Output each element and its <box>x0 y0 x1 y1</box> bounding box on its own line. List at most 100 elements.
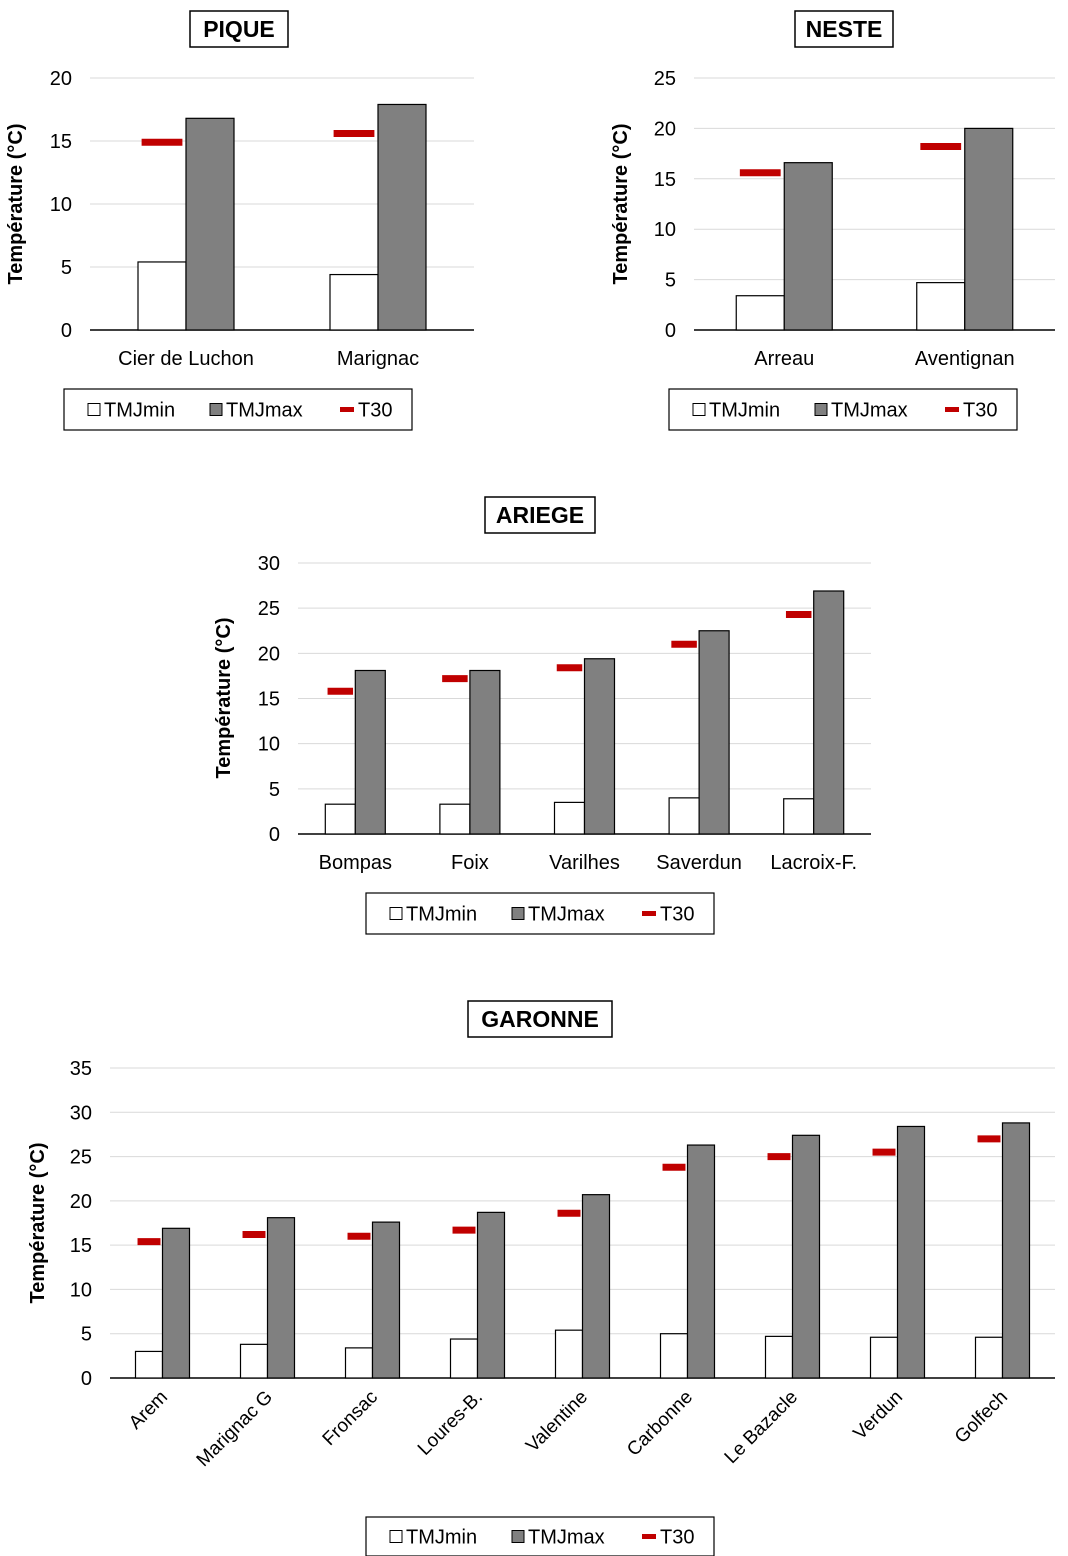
x-tick-label: Golfech <box>951 1387 1012 1448</box>
bar-tmjmin <box>659 1333 689 1379</box>
x-tick-label: Fronsac <box>319 1387 382 1450</box>
bar-tmjmin <box>735 295 785 331</box>
x-tick-label: Valentine <box>522 1387 592 1457</box>
y-tick-label: 20 <box>50 68 72 90</box>
x-tick-label: Lacroix-F. <box>770 852 857 874</box>
bar-tmjmax <box>161 1227 191 1379</box>
y-tick-label: 0 <box>665 320 676 342</box>
bar-tmjmax <box>896 1125 926 1379</box>
x-tick-label: Carbonne <box>623 1387 697 1461</box>
legend-label-tmjmin: TMJmin <box>104 400 175 422</box>
legend-label-t30: T30 <box>660 1527 694 1549</box>
y-tick-label: 35 <box>70 1058 92 1080</box>
bar-tmjmax <box>791 1134 821 1379</box>
y-tick-label: 30 <box>70 1102 92 1124</box>
y-tick-label: 20 <box>654 118 676 140</box>
x-tick-label: Marignac G <box>193 1387 277 1471</box>
x-tick-label: Arem <box>125 1387 172 1434</box>
chart-ariege: ARIEGE 0 5 10 15 20 25 30 Température (°C) Bompas… <box>213 496 871 935</box>
legend-swatch-tmjmin <box>389 907 403 920</box>
x-tick-label: Bompas <box>319 852 392 874</box>
bar-tmjmax <box>469 669 501 835</box>
bar-tmjmax <box>266 1217 296 1379</box>
bar-tmjmin <box>239 1343 269 1379</box>
legend-label-t30: T30 <box>660 904 694 926</box>
chart-title-box <box>467 1000 613 1038</box>
bar-tmjmax <box>476 1211 506 1379</box>
y-axis-label: Température (°C) <box>5 124 27 285</box>
chart-neste: NESTE 0 5 10 15 20 25 Température (°C) Arreau Ave… <box>610 10 1055 431</box>
y-tick-label: 0 <box>81 1368 92 1390</box>
legend-swatch-tmjmax <box>814 403 828 416</box>
x-tick-label: Aventignan <box>915 348 1015 370</box>
y-tick-label: 15 <box>258 689 280 711</box>
legend-swatch-tmjmin <box>87 403 101 416</box>
x-tick-label: Foix <box>451 852 489 874</box>
y-tick-label: 5 <box>61 257 72 279</box>
legend: TMJmin TMJmax T30 <box>365 1516 715 1556</box>
legend-label-tmjmax: TMJmax <box>528 1527 605 1549</box>
y-tick-label: 5 <box>81 1324 92 1346</box>
y-axis-label: Température (°C) <box>610 124 632 285</box>
legend-label-tmjmin: TMJmin <box>406 904 477 926</box>
y-tick-label: 0 <box>61 320 72 342</box>
bar-tmjmax <box>686 1144 716 1379</box>
bar-tmjmax <box>1001 1122 1031 1379</box>
bar-tmjmin <box>783 798 815 835</box>
bar-tmjmin <box>137 261 187 331</box>
y-tick-label: 25 <box>258 598 280 620</box>
x-tick-label: Le Bazacle <box>721 1387 802 1468</box>
bar-tmjmin <box>439 803 471 835</box>
legend-swatch-tmjmin <box>389 1530 403 1543</box>
x-tick-label: Arreau <box>754 348 814 370</box>
bar-tmjmin <box>449 1338 479 1379</box>
bar-tmjmax <box>377 103 427 331</box>
x-tick-label: Marignac <box>337 348 419 370</box>
bar-tmjmax <box>354 669 386 835</box>
chart-pique: PIQUE 0 5 10 15 20 Température (°C) Cier de Luc… <box>5 10 474 431</box>
legend-swatch-tmjmax <box>511 907 525 920</box>
y-tick-label: 10 <box>50 194 72 216</box>
bar-tmjmax <box>783 162 833 331</box>
chart-title: GARONNE <box>481 1006 599 1032</box>
y-tick-label: 20 <box>258 643 280 665</box>
bar-tmjmin <box>764 1335 794 1379</box>
legend-swatch-tmjmax <box>511 1530 525 1543</box>
x-tick-label: Verdun <box>850 1387 907 1444</box>
bar-tmjmax <box>964 127 1014 331</box>
legend-label-tmjmin: TMJmin <box>709 400 780 422</box>
y-tick-label: 0 <box>269 824 280 846</box>
x-tick-label: Loures-B. <box>414 1387 487 1460</box>
bar-tmjmax <box>581 1194 611 1379</box>
legend-label-tmjmax: TMJmax <box>831 400 908 422</box>
bar-tmjmin <box>324 803 356 835</box>
bar-tmjmax <box>185 117 235 331</box>
legend: TMJmin TMJmax T30 <box>668 388 1018 431</box>
bar-tmjmin <box>869 1336 899 1379</box>
y-tick-label: 5 <box>665 270 676 292</box>
bar-tmjmax <box>698 630 730 835</box>
y-tick-label: 15 <box>50 131 72 153</box>
legend-swatch-tmjmin <box>692 403 706 416</box>
y-tick-label: 25 <box>654 68 676 90</box>
y-tick-label: 15 <box>70 1235 92 1257</box>
x-tick-label: Saverdun <box>656 852 742 874</box>
y-tick-label: 5 <box>269 779 280 801</box>
chart-title: ARIEGE <box>496 502 584 528</box>
x-tick-label: Cier de Luchon <box>118 348 254 370</box>
bar-tmjmax <box>813 590 845 835</box>
y-tick-label: 10 <box>70 1279 92 1301</box>
legend-label-tmjmin: TMJmin <box>406 1527 477 1549</box>
y-tick-label: 10 <box>258 734 280 756</box>
legend: TMJmin TMJmax T30 <box>365 892 715 935</box>
y-tick-label: 10 <box>654 219 676 241</box>
bar-tmjmin <box>974 1336 1004 1379</box>
legend-swatch-tmjmax <box>209 403 223 416</box>
bar-tmjmin <box>329 273 379 331</box>
y-tick-label: 15 <box>654 169 676 191</box>
chart-title-box <box>189 10 289 48</box>
bar-tmjmax <box>583 658 616 835</box>
y-axis-label: Température (°C) <box>213 618 235 779</box>
chart-title-box <box>484 496 596 534</box>
y-tick-label: 20 <box>70 1191 92 1213</box>
